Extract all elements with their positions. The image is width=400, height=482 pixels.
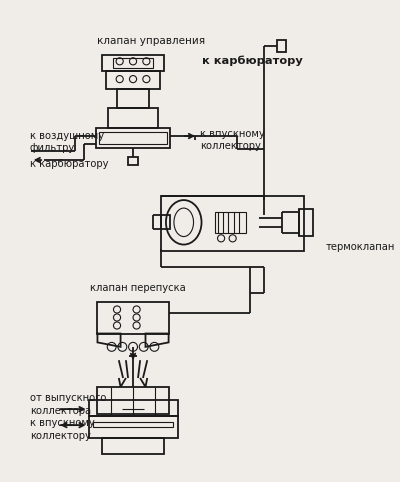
Text: к впускному
коллектору: к впускному коллектору: [200, 129, 264, 151]
Bar: [215, 212, 246, 233]
Bar: [114, 58, 153, 68]
Bar: [108, 108, 158, 128]
Bar: [102, 55, 164, 71]
Bar: [96, 128, 170, 147]
Text: клапан управления: клапан управления: [97, 36, 205, 46]
Bar: [277, 40, 286, 53]
Bar: [117, 89, 149, 108]
Text: клапан перепуска: клапан перепуска: [90, 283, 185, 294]
Bar: [93, 422, 173, 427]
Bar: [99, 132, 167, 144]
Bar: [98, 387, 169, 414]
Text: от выпускного
коллектора: от выпускного коллектора: [30, 393, 106, 416]
Bar: [299, 209, 313, 236]
Text: к карбюратору: к карбюратору: [202, 55, 302, 66]
Text: к воздушному
фильтру: к воздушному фильтру: [30, 131, 104, 153]
Bar: [88, 400, 178, 416]
Text: к карбюратору: к карбюратору: [30, 159, 108, 169]
Bar: [98, 302, 169, 334]
Bar: [106, 71, 160, 89]
Bar: [162, 196, 304, 251]
Text: термоклапан: термоклапан: [326, 242, 396, 252]
Bar: [102, 439, 164, 455]
Bar: [128, 158, 138, 164]
Bar: [162, 215, 170, 229]
Text: к впускному
коллектору: к впускному коллектору: [30, 418, 95, 441]
Bar: [88, 416, 178, 439]
